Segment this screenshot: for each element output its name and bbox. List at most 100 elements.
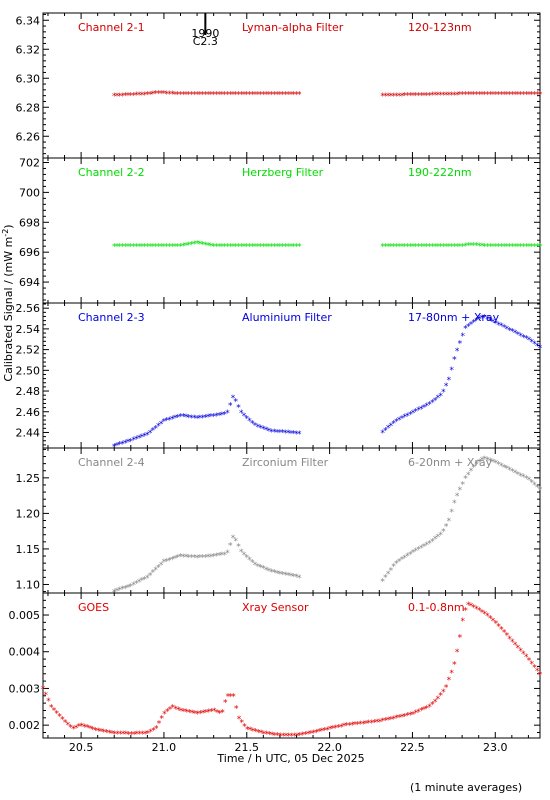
data-point: * xyxy=(162,710,167,720)
data-point: * xyxy=(414,243,419,253)
data-point: * xyxy=(455,243,460,253)
data-point: * xyxy=(400,92,405,102)
data-point: * xyxy=(463,474,468,484)
data-point: * xyxy=(488,614,493,624)
data-point: * xyxy=(126,583,131,593)
data-point: * xyxy=(529,91,534,101)
data-point: * xyxy=(383,717,388,727)
data-point: * xyxy=(397,714,402,724)
data-point: * xyxy=(419,544,424,554)
data-point: * xyxy=(391,715,396,725)
data-point: * xyxy=(176,706,181,716)
data-point: * xyxy=(275,569,280,579)
data-point: * xyxy=(195,554,200,564)
data-point: * xyxy=(261,425,266,435)
data-point: * xyxy=(253,91,258,101)
data-point: * xyxy=(63,718,68,728)
data-point: * xyxy=(178,412,183,422)
data-point: * xyxy=(173,243,178,253)
data-point: * xyxy=(480,242,485,252)
data-point: * xyxy=(137,91,142,101)
data-point: * xyxy=(211,243,216,253)
data-point: * xyxy=(394,417,399,427)
data-point: * xyxy=(189,414,194,424)
data-point: * xyxy=(211,412,216,422)
data-point: * xyxy=(253,728,258,738)
data-point: * xyxy=(278,429,283,439)
data-point: * xyxy=(178,91,183,101)
data-point: * xyxy=(441,528,446,538)
data-point: * xyxy=(220,243,225,253)
data-point: * xyxy=(297,430,302,440)
data-point: * xyxy=(189,91,194,101)
data-point: * xyxy=(386,716,391,726)
data-point: * xyxy=(211,553,216,563)
data-point: * xyxy=(513,243,518,253)
data-point: * xyxy=(283,91,288,101)
data-point: * xyxy=(430,700,435,710)
data-point: * xyxy=(516,331,521,341)
x-axis-label: Time / h UTC, 05 Dec 2025 xyxy=(216,752,364,765)
data-point: * xyxy=(529,243,534,253)
data-point: * xyxy=(247,91,252,101)
data-point: * xyxy=(491,91,496,101)
data-point: * xyxy=(145,574,150,584)
data-point: * xyxy=(505,91,510,101)
data-point: * xyxy=(358,720,363,730)
data-point: * xyxy=(513,469,518,479)
data-point: * xyxy=(496,91,501,101)
panel-1: 6.266.286.306.326.34********************… xyxy=(16,12,543,159)
data-point: * xyxy=(270,731,275,741)
y-tick-label: 2.48 xyxy=(16,385,41,398)
data-point: * xyxy=(187,413,192,423)
panel-2: 694696698700702*************************… xyxy=(19,156,543,304)
y-tick-label: 2.54 xyxy=(16,323,41,336)
data-point: * xyxy=(148,728,153,738)
data-point: * xyxy=(153,566,158,576)
data-point: * xyxy=(264,243,269,253)
data-point: * xyxy=(220,551,225,561)
data-point: * xyxy=(460,617,465,627)
data-point: * xyxy=(411,92,416,102)
data-point: * xyxy=(154,724,159,734)
data-point: * xyxy=(331,725,336,735)
data-point: * xyxy=(477,242,482,252)
data-point: * xyxy=(171,704,176,714)
data-point: * xyxy=(217,552,222,562)
panel-5: 0.0020.0030.0040.005********************… xyxy=(9,592,543,742)
data-point: * xyxy=(292,732,297,742)
data-point: * xyxy=(361,720,366,730)
data-point: * xyxy=(496,243,501,253)
data-point: * xyxy=(491,617,496,627)
data-point: * xyxy=(142,243,147,253)
data-point: * xyxy=(201,709,206,719)
data-point: * xyxy=(245,91,250,101)
data-point: * xyxy=(195,710,200,720)
data-point: * xyxy=(524,335,529,345)
data-point: * xyxy=(167,90,172,100)
data-point: * xyxy=(380,243,385,253)
data-point: * xyxy=(505,632,510,642)
data-point: * xyxy=(485,91,490,101)
data-point: * xyxy=(469,602,474,612)
data-point: * xyxy=(156,243,161,253)
panel-channel-label: Channel 2-3 xyxy=(78,311,145,324)
data-point: * xyxy=(375,718,380,728)
data-point: * xyxy=(267,731,272,741)
data-point: * xyxy=(101,728,106,738)
data-point: * xyxy=(264,566,269,576)
data-point: * xyxy=(499,626,504,636)
data-point: * xyxy=(430,398,435,408)
data-point: * xyxy=(369,719,374,729)
data-point: * xyxy=(455,492,460,502)
data-point: * xyxy=(267,243,272,253)
data-point: * xyxy=(535,342,540,352)
data-point: * xyxy=(118,441,123,451)
data-point: * xyxy=(496,623,501,633)
data-point: * xyxy=(466,91,471,101)
data-point: * xyxy=(236,243,241,253)
data-point: * xyxy=(532,243,537,253)
data-point: * xyxy=(151,427,156,437)
data-point: * xyxy=(408,92,413,102)
data-point: * xyxy=(159,715,164,725)
